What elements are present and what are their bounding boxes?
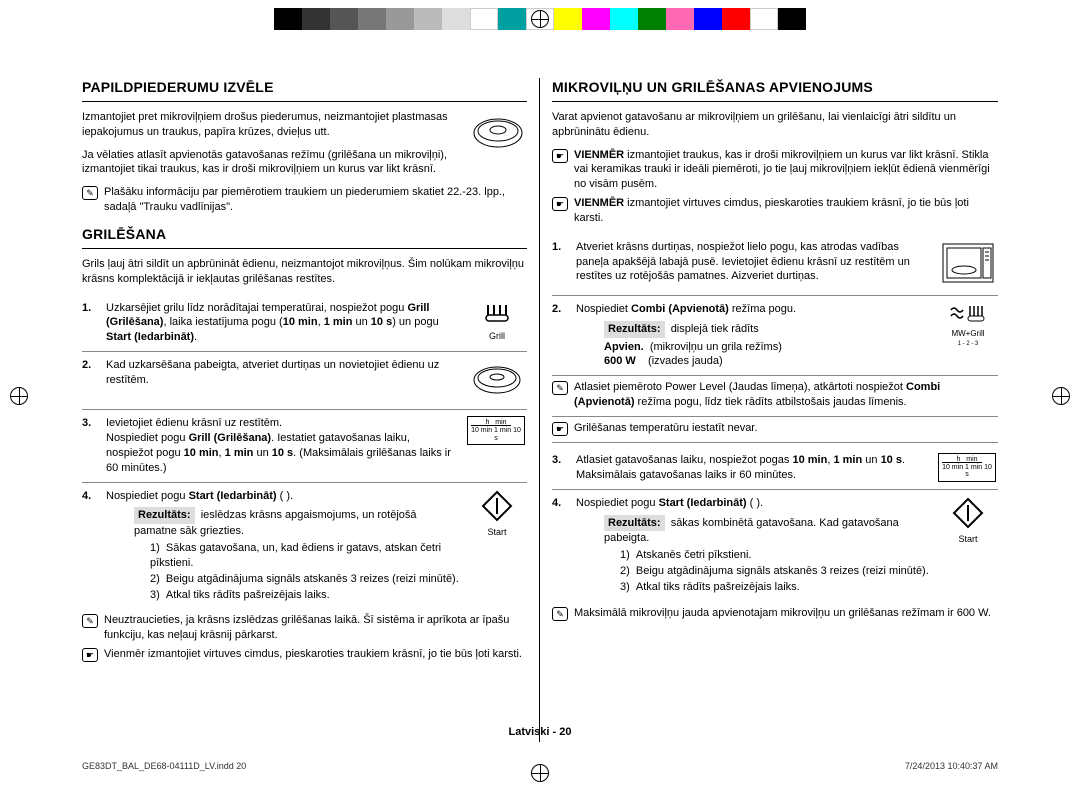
step-text: Atlasiet gatavošanas laiku, nospiežot po… — [576, 453, 930, 483]
grill-label: Grill — [467, 330, 527, 342]
mw-grill-icon: MW+Grill 1 - 2 - 3 — [938, 302, 998, 348]
result-list: 1) Sākas gatavošana, un, kad ēdiens ir g… — [150, 541, 459, 602]
r-step-3: 3. Atlasiet gatavošanas laiku, nospiežot… — [552, 447, 998, 490]
intro-text-2: Ja vēlaties atlasīt apvienotās gatavošan… — [82, 148, 527, 178]
r-step-1: 1. Atveriet krāsns durtiņas, nospiežot l… — [552, 234, 998, 296]
step-num: 1. — [82, 301, 98, 316]
step-num: 3. — [82, 416, 98, 431]
note-text: Atlasiet piemēroto Power Level (Jaudas l… — [574, 380, 998, 410]
step-text: Nospiediet Combi (Apvienotā) režīma pogu… — [576, 302, 930, 369]
dish-illustration — [469, 110, 527, 156]
step-text: Ievietojiet ēdienu krāsnī uz restītēm. N… — [106, 416, 459, 475]
mwgrill-label: MW+Grill — [938, 329, 998, 340]
step-2: 2. Kad uzkarsēšana pabeigta, atveriet du… — [82, 352, 527, 410]
start-icon: Start — [467, 489, 527, 538]
note-text: VIENMĒR izmantojiet virtuves cimdus, pie… — [574, 196, 998, 226]
registration-mark-right — [1052, 387, 1070, 405]
heading-accessories: PAPILDPIEDERUMU IZVĒLE — [82, 78, 527, 102]
note-icon: ✎ — [82, 186, 98, 200]
imprint-file: GE83DT_BAL_DE68-04111D_LV.indd 20 — [82, 760, 246, 772]
grill-icon: Grill — [467, 301, 527, 342]
note-text: Vienmēr izmantojiet virtuves cimdus, pie… — [104, 647, 522, 662]
note-text: Neuztraucieties, ja krāsns izslēdzas gri… — [104, 613, 527, 643]
imprint-line: GE83DT_BAL_DE68-04111D_LV.indd 20 7/24/2… — [82, 760, 998, 772]
intro-text-1: Izmantojiet pret mikroviļņiem drošus pie… — [82, 110, 527, 140]
page-footer: Latviski - 20 — [0, 725, 1080, 740]
step-4-text: Nospiediet pogu Start (Iedarbināt) ( ). — [106, 490, 293, 502]
registration-mark-top — [531, 10, 549, 28]
warn-icon: ☛ — [552, 422, 568, 436]
step-num: 2. — [82, 358, 98, 373]
registration-mark-left — [10, 387, 28, 405]
note-power-level: ✎ Atlasiet piemēroto Power Level (Jaudas… — [552, 380, 998, 417]
result-label: Rezultāts: — [604, 321, 665, 338]
note-gloves: ☛ Vienmēr izmantojiet virtuves cimdus, p… — [82, 647, 527, 662]
note-text: VIENMĒR izmantojiet traukus, kas ir droš… — [574, 148, 998, 193]
note-always-2: ☛ VIENMĒR izmantojiet virtuves cimdus, p… — [552, 196, 998, 226]
result-label: Rezultāts: — [134, 507, 195, 524]
step-4: 4. Nospiediet pogu Start (Iedarbināt) ( … — [82, 483, 527, 610]
page-content: PAPILDPIEDERUMU IZVĒLE Izmantojiet pret … — [82, 78, 998, 742]
r-step-4: 4. Nospiediet pogu Start (Iedarbināt) ( … — [552, 490, 998, 602]
imprint-date: 7/24/2013 10:40:37 AM — [905, 760, 998, 772]
start-label: Start — [938, 533, 998, 545]
step-1: 1. Uzkarsējiet grilu līdz norādītajai te… — [82, 295, 527, 353]
note-overheat: ✎ Neuztraucieties, ja krāsns izslēdzas g… — [82, 613, 527, 643]
time-panel-icon: h min 10 min 1 min 10 s — [467, 416, 527, 445]
heading-combi: MIKROVIĻŅU UN GRILĒŠANAS APVIENOJUMS — [552, 78, 998, 102]
right-column: MIKROVIĻŅU UN GRILĒŠANAS APVIENOJUMS Var… — [540, 78, 998, 742]
warn-icon: ☛ — [552, 197, 568, 211]
warn-icon: ☛ — [552, 149, 568, 163]
note-manual-ref: ✎ Plašāku informāciju par piemērotiem tr… — [82, 185, 527, 215]
note-icon: ✎ — [82, 614, 98, 628]
oven-illustration — [938, 240, 998, 289]
step-3: 3. Ievietojiet ēdienu krāsnī uz restītēm… — [82, 410, 527, 482]
step-num: 4. — [82, 489, 98, 504]
step-3a: Ievietojiet ēdienu krāsnī uz restītēm. — [106, 417, 282, 429]
note-icon: ✎ — [552, 381, 568, 395]
warn-icon: ☛ — [82, 648, 98, 662]
result-list: 1) Atskanēs četri pīkstieni. 2) Beigu at… — [620, 548, 930, 595]
note-text: Grilēšanas temperatūru iestatīt nevar. — [574, 421, 757, 436]
step-text: Atveriet krāsns durtiņas, nospiežot liel… — [576, 240, 930, 285]
note-text: Maksimālā mikroviļņu jauda apvienotajam … — [574, 606, 991, 621]
dish-icon-2 — [467, 358, 527, 403]
step-text: Uzkarsējiet grilu līdz norādītajai tempe… — [106, 301, 459, 346]
step-text: Nospiediet pogu Start (Iedarbināt) ( ). … — [576, 496, 930, 596]
heading-grilling: GRILĒŠANA — [82, 225, 527, 249]
note-always-1: ☛ VIENMĒR izmantojiet traukus, kas ir dr… — [552, 148, 998, 193]
note-text: Plašāku informāciju par piemērotiem trau… — [104, 185, 527, 215]
r-step-2: 2. Nospiediet Combi (Apvienotā) režīma p… — [552, 296, 998, 376]
start-icon: Start — [938, 496, 998, 545]
note-no-temp: ☛ Grilēšanas temperatūru iestatīt nevar. — [552, 421, 998, 443]
combi-intro: Varat apvienot gatavošanu ar mikroviļņie… — [552, 110, 998, 140]
time-panel-icon: h min 10 min 1 min 10 s — [938, 453, 998, 482]
grilling-intro: Grils ļauj ātri sildīt un apbrūnināt ēdi… — [82, 257, 527, 287]
left-column: PAPILDPIEDERUMU IZVĒLE Izmantojiet pret … — [82, 78, 540, 742]
note-icon: ✎ — [552, 607, 568, 621]
step-text: Kad uzkarsēšana pabeigta, atveriet durti… — [106, 358, 459, 388]
step-text: Nospiediet pogu Start (Iedarbināt) ( ). … — [106, 489, 459, 604]
note-max-power: ✎ Maksimālā mikroviļņu jauda apvienotaja… — [552, 606, 998, 621]
step-3b: Nospiediet pogu Grill (Grilēšana). Iesta… — [106, 432, 451, 474]
start-label: Start — [467, 526, 527, 538]
result-label: Rezultāts: — [604, 515, 665, 532]
